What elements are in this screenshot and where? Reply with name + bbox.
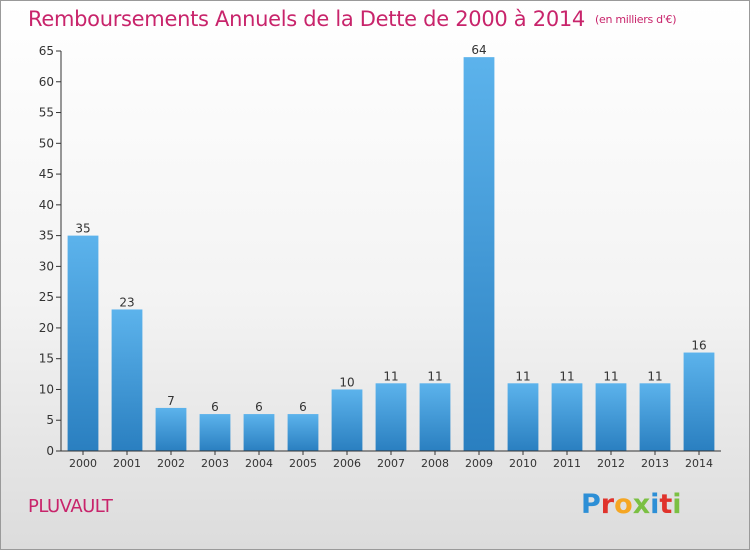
y-tick-label: 35 <box>39 229 54 243</box>
chart-title: Remboursements Annuels de la Dette de 20… <box>28 7 676 31</box>
y-tick-label: 15 <box>39 352 54 366</box>
bar <box>375 383 407 451</box>
x-tick-label: 2002 <box>157 457 185 470</box>
bar <box>111 309 143 451</box>
y-axis: 0 5 10 15 20 25 30 35 40 45 50 55 60 65 <box>39 44 62 458</box>
bar-value-label: 11 <box>559 369 574 383</box>
bar-value-label: 23 <box>119 295 134 309</box>
x-tick-label: 2008 <box>421 457 449 470</box>
bar <box>199 414 231 451</box>
bar-value-label: 7 <box>167 394 175 408</box>
x-tick-label: 2013 <box>641 457 669 470</box>
bars: 35 23 7 6 6 6 10 11 11 64 11 11 11 11 16 <box>67 43 715 452</box>
y-tick-label: 65 <box>39 44 54 58</box>
x-tick-label: 2012 <box>597 457 625 470</box>
bar-value-label: 11 <box>427 369 442 383</box>
x-tick-label: 2000 <box>69 457 97 470</box>
x-tick-label: 2001 <box>113 457 141 470</box>
bar-value-label: 64 <box>471 43 486 57</box>
bar-value-label: 11 <box>647 369 662 383</box>
bar <box>463 57 495 452</box>
chart-unit: (en milliers d'€) <box>595 13 677 26</box>
bar <box>287 414 319 451</box>
x-tick-label: 2011 <box>553 457 581 470</box>
y-tick-label: 30 <box>39 259 54 273</box>
y-tick-label: 0 <box>46 444 54 458</box>
x-tick-label: 2007 <box>377 457 405 470</box>
x-tick-label: 2003 <box>201 457 229 470</box>
x-tick-label: 2009 <box>465 457 493 470</box>
y-tick-label: 50 <box>39 136 54 150</box>
proxiti-logo[interactable]: Proxiti <box>581 489 682 520</box>
y-tick-label: 20 <box>39 321 54 335</box>
bar-value-label: 6 <box>299 400 307 414</box>
y-tick-label: 25 <box>39 290 54 304</box>
bar-value-label: 11 <box>383 369 398 383</box>
x-tick-label: 2004 <box>245 457 273 470</box>
bar <box>551 383 583 451</box>
bar <box>507 383 539 451</box>
y-tick-label: 10 <box>39 382 54 396</box>
place-name: PLUVAULT <box>28 496 113 517</box>
bar-value-label: 11 <box>515 369 530 383</box>
bar-value-label: 16 <box>691 339 706 353</box>
y-tick-label: 55 <box>39 106 54 120</box>
bar <box>683 352 715 451</box>
chart-title-text: Remboursements Annuels de la Dette de 20… <box>28 7 585 31</box>
bar <box>639 383 671 451</box>
y-tick-label: 40 <box>39 198 54 212</box>
bar-value-label: 6 <box>211 400 219 414</box>
y-tick-label: 60 <box>39 75 54 89</box>
x-tick-label: 2010 <box>509 457 537 470</box>
bar-value-label: 11 <box>603 369 618 383</box>
y-tick-label: 45 <box>39 167 54 181</box>
x-axis: 2000 2001 2002 2003 2004 2005 2006 2007 2008 2009… <box>61 450 721 470</box>
bar <box>331 389 363 451</box>
x-tick-label: 2006 <box>333 457 361 470</box>
y-tick-label: 5 <box>46 413 54 427</box>
x-tick-label: 2005 <box>289 457 317 470</box>
bar <box>419 383 451 451</box>
bar <box>243 414 275 451</box>
bar-value-label: 35 <box>75 222 90 236</box>
bar-value-label: 10 <box>339 375 354 389</box>
bar <box>595 383 627 451</box>
bar <box>155 407 187 451</box>
x-tick-label: 2014 <box>685 457 713 470</box>
bar <box>67 235 99 451</box>
bar-value-label: 6 <box>255 400 263 414</box>
